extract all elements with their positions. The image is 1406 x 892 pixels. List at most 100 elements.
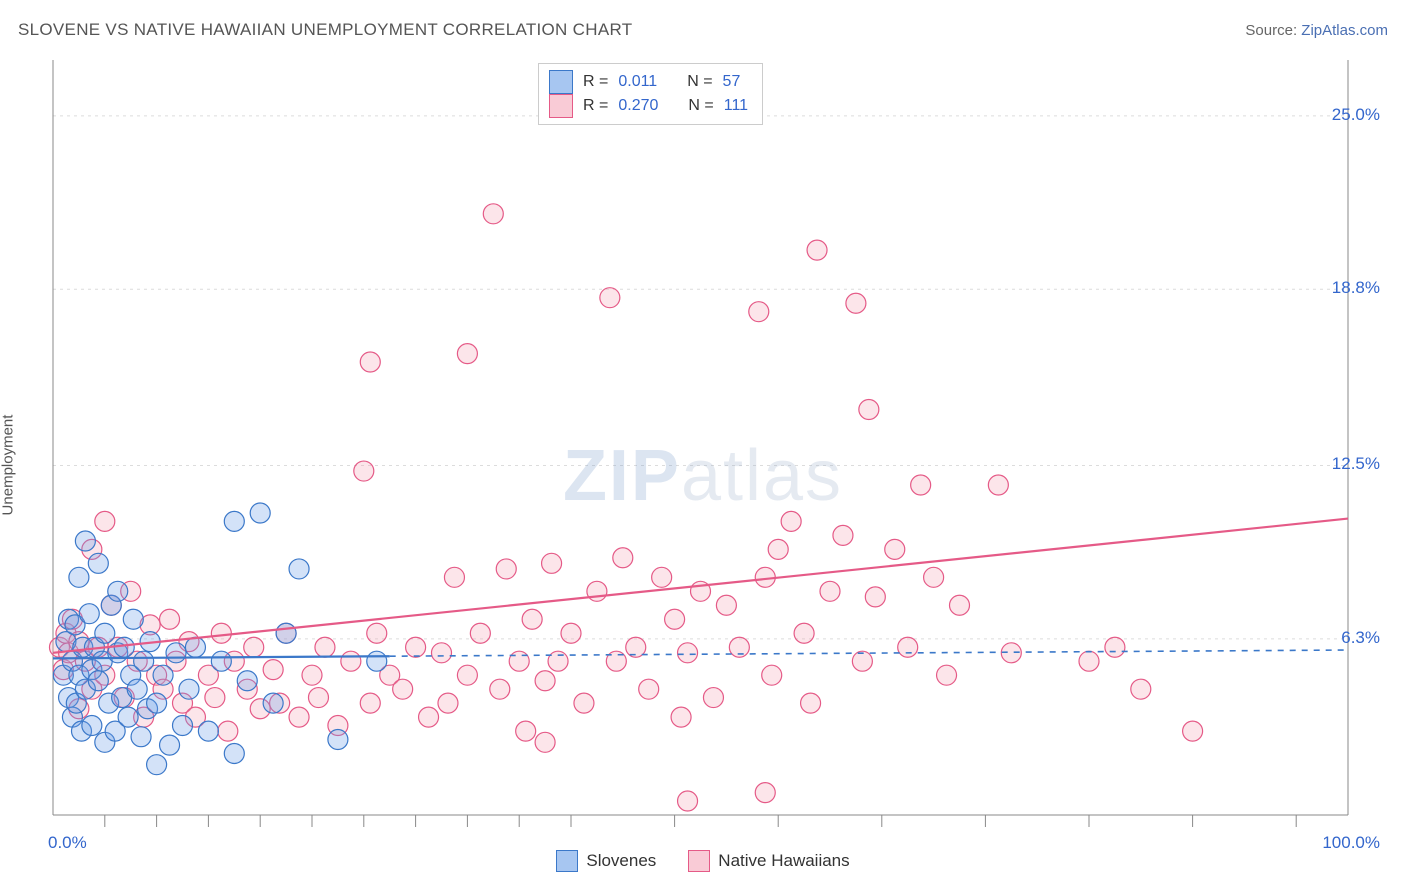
- hawaiian-point: [419, 707, 439, 727]
- hawaiian-point: [457, 665, 477, 685]
- hawaiian-point: [406, 637, 426, 657]
- legend-r-label: R =: [583, 94, 608, 118]
- hawaiian-point: [600, 288, 620, 308]
- slovene-point: [328, 730, 348, 750]
- slovene-point: [276, 623, 296, 643]
- hawaiian-point: [95, 511, 115, 531]
- hawaiian-point: [1183, 721, 1203, 741]
- slovene-point: [88, 671, 108, 691]
- slovene-point: [237, 671, 257, 691]
- slovene-point: [179, 679, 199, 699]
- hawaiian-point: [444, 567, 464, 587]
- hawaiian-point: [762, 665, 782, 685]
- hawaiian-point: [794, 623, 814, 643]
- slovene-point: [147, 693, 167, 713]
- hawaiian-point: [639, 679, 659, 699]
- legend-swatch: [549, 70, 573, 94]
- hawaiian-point: [820, 581, 840, 601]
- hawaiian-point: [678, 791, 698, 811]
- legend-r-value: 0.011: [618, 70, 657, 94]
- hawaiian-point: [308, 688, 328, 708]
- source-label: Source:: [1245, 22, 1301, 39]
- slovene-point: [82, 716, 102, 736]
- legend-swatch: [688, 850, 710, 872]
- slovene-point: [224, 511, 244, 531]
- hawaiian-point: [587, 581, 607, 601]
- hawaiian-point: [703, 688, 723, 708]
- slovene-point: [224, 743, 244, 763]
- y-tick-label: 18.8%: [1332, 278, 1380, 298]
- hawaiian-point: [341, 651, 361, 671]
- hawaiian-point: [289, 707, 309, 727]
- hawaiian-point: [950, 595, 970, 615]
- hawaiian-point: [574, 693, 594, 713]
- legend-r-value: 0.270: [618, 94, 658, 118]
- hawaiian-point: [781, 511, 801, 531]
- hawaiian-point: [807, 240, 827, 260]
- scatter-plot: [18, 55, 1388, 875]
- hawaiian-point: [160, 609, 180, 629]
- hawaiian-point: [937, 665, 957, 685]
- hawaiian-point: [613, 548, 633, 568]
- hawaiian-point: [678, 643, 698, 663]
- hawaiian-point: [218, 721, 238, 741]
- hawaiian-point: [211, 623, 231, 643]
- y-tick-label: 6.3%: [1341, 628, 1380, 648]
- hawaiian-point: [535, 732, 555, 752]
- slovene-point: [134, 651, 154, 671]
- legend-row-hawaiian: R = 0.270 N = 111: [549, 94, 748, 118]
- hawaiian-point: [354, 461, 374, 481]
- legend-swatch: [556, 850, 578, 872]
- hawaiian-point: [483, 204, 503, 224]
- legend-n-label: N =: [688, 94, 713, 118]
- slovene-point: [118, 707, 138, 727]
- hawaiian-point: [671, 707, 691, 727]
- hawaiian-point: [393, 679, 413, 699]
- series-legend-slovene: Slovenes: [556, 850, 656, 872]
- slovene-point: [263, 693, 283, 713]
- hawaiian-point: [432, 643, 452, 663]
- hawaiian-point: [490, 679, 510, 699]
- hawaiian-point: [1079, 651, 1099, 671]
- hawaiian-point: [302, 665, 322, 685]
- hawaiian-point: [768, 539, 788, 559]
- hawaiian-point: [885, 539, 905, 559]
- slovene-point: [250, 503, 270, 523]
- hawaiian-point: [898, 637, 918, 657]
- chart-title: SLOVENE VS NATIVE HAWAIIAN UNEMPLOYMENT …: [18, 20, 632, 40]
- hawaiian-point: [911, 475, 931, 495]
- slovene-point: [131, 727, 151, 747]
- hawaiian-point: [924, 567, 944, 587]
- hawaiian-point: [859, 400, 879, 420]
- slovene-point: [95, 623, 115, 643]
- hawaiian-trendline: [53, 519, 1348, 653]
- hawaiian-point: [522, 609, 542, 629]
- slovene-point: [88, 553, 108, 573]
- hawaiian-point: [548, 651, 568, 671]
- hawaiian-point: [865, 587, 885, 607]
- hawaiian-point: [496, 559, 516, 579]
- legend-n-value: 111: [724, 94, 748, 118]
- hawaiian-point: [367, 623, 387, 643]
- source-link[interactable]: ZipAtlas.com: [1301, 22, 1388, 39]
- hawaiian-point: [755, 783, 775, 803]
- slovene-point: [147, 755, 167, 775]
- hawaiian-point: [801, 693, 821, 713]
- hawaiian-point: [852, 651, 872, 671]
- hawaiian-point: [360, 352, 380, 372]
- slovene-point: [69, 567, 89, 587]
- legend-swatch: [549, 94, 573, 118]
- slovene-point: [75, 531, 95, 551]
- slovene-point: [153, 665, 173, 685]
- hawaiian-point: [1105, 637, 1125, 657]
- hawaiian-point: [516, 721, 536, 741]
- slovene-point: [160, 735, 180, 755]
- legend-n-value: 57: [723, 70, 741, 94]
- slovene-point: [123, 609, 143, 629]
- legend-row-slovene: R = 0.011 N = 57: [549, 70, 748, 94]
- slovene-point: [79, 604, 99, 624]
- hawaiian-point: [438, 693, 458, 713]
- legend-r-label: R =: [583, 70, 608, 94]
- hawaiian-point: [457, 344, 477, 364]
- legend-n-label: N =: [687, 70, 712, 94]
